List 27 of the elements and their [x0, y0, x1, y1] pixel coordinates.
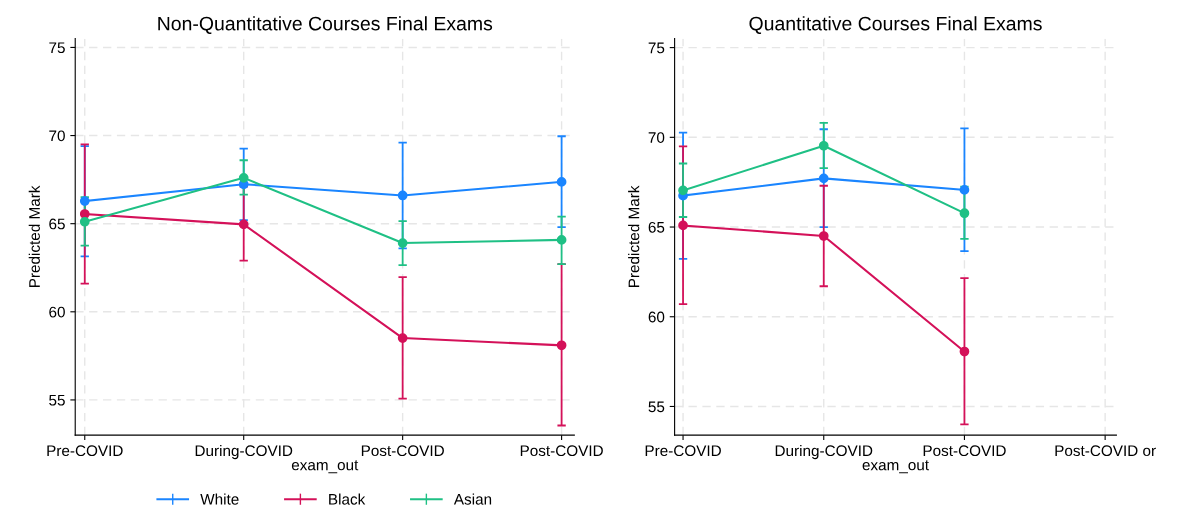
- x-tick-label: During-COVID: [195, 444, 293, 460]
- x-tick-label: Post-COVID: [923, 445, 1006, 457]
- y-tick-label: 55: [648, 401, 665, 413]
- legend-label: Black: [329, 493, 366, 505]
- chart-title: Non-Quantitative Courses Final Exams: [158, 16, 493, 34]
- y-tick-label: 60: [648, 311, 665, 323]
- x-axis-title: exam_out: [291, 460, 359, 474]
- y-axis-title: Predicted Mark: [628, 185, 640, 288]
- y-tick-label: 70: [648, 132, 665, 143]
- x-tick-label: Pre-COVID: [645, 445, 721, 457]
- x-tick-label: Pre-COVID: [47, 445, 123, 457]
- chart-title: Quantitative Courses Final Exams: [749, 16, 1042, 34]
- y-tick-label: 75: [49, 42, 65, 54]
- x-tick-label: Post-COVID: [361, 445, 444, 457]
- y-tick-label: 65: [648, 221, 665, 233]
- y-tick-label: 65: [49, 218, 65, 230]
- y-tick-label: 70: [49, 130, 65, 142]
- x-axis-title: exam_out: [862, 460, 929, 474]
- legend-label: Asian: [453, 493, 492, 505]
- y-tick-label: 75: [648, 42, 665, 54]
- y-axis-title: Predicted Mark: [28, 185, 40, 288]
- y-tick-label: 55: [49, 394, 65, 406]
- x-tick-label: Post-COVID: [520, 445, 603, 457]
- x-tick-label: During-COVID: [775, 444, 873, 460]
- legend-label: White: [200, 493, 239, 505]
- y-tick-label: 60: [49, 306, 65, 318]
- x-tick-label: Post-COVID or: [1055, 445, 1156, 457]
